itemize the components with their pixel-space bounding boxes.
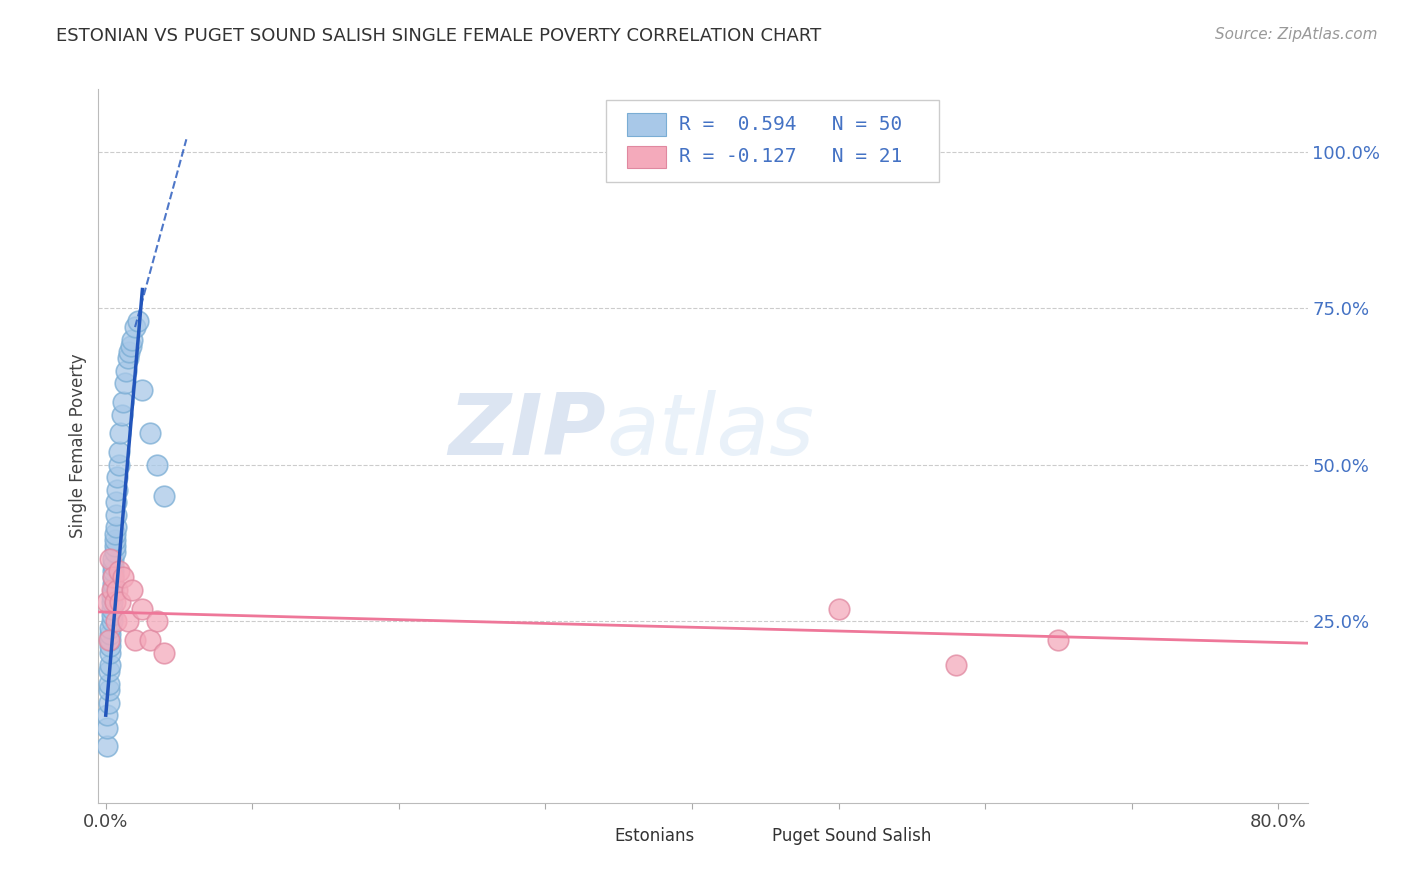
Bar xyxy=(576,828,606,844)
Bar xyxy=(734,828,763,844)
Point xyxy=(103,595,125,609)
Point xyxy=(120,339,142,353)
Point xyxy=(100,607,122,622)
Point xyxy=(105,520,128,534)
Point xyxy=(96,739,118,754)
Point xyxy=(100,589,122,603)
Point xyxy=(97,696,120,710)
Point xyxy=(100,595,122,609)
Text: R = -0.127   N = 21: R = -0.127 N = 21 xyxy=(679,147,903,167)
Point xyxy=(107,582,129,597)
Point xyxy=(112,395,135,409)
Point xyxy=(105,614,128,628)
Point xyxy=(105,495,128,509)
Point xyxy=(98,551,121,566)
Point xyxy=(98,658,121,673)
Point xyxy=(1047,633,1070,648)
Point xyxy=(153,489,176,503)
Point xyxy=(115,364,138,378)
Point xyxy=(101,570,124,584)
Point xyxy=(108,458,131,472)
Point xyxy=(97,633,120,648)
Point xyxy=(96,595,118,609)
Point xyxy=(117,351,139,366)
Point xyxy=(101,558,124,572)
Point xyxy=(108,564,131,578)
Point xyxy=(103,533,125,547)
Point xyxy=(101,564,124,578)
Point xyxy=(131,601,153,615)
Point xyxy=(112,570,135,584)
Point xyxy=(96,721,118,735)
Point xyxy=(124,633,146,648)
Point xyxy=(114,376,136,391)
Point xyxy=(105,508,128,522)
Point xyxy=(101,582,124,597)
Point xyxy=(97,677,120,691)
Point xyxy=(98,627,121,641)
Point xyxy=(107,483,129,497)
Point xyxy=(100,614,122,628)
Point xyxy=(127,314,149,328)
Text: atlas: atlas xyxy=(606,390,814,474)
Point xyxy=(107,470,129,484)
Point xyxy=(111,408,134,422)
Point xyxy=(100,582,122,597)
Point xyxy=(98,646,121,660)
Bar xyxy=(627,112,665,136)
Bar xyxy=(627,145,665,169)
Point xyxy=(108,445,131,459)
Point xyxy=(103,545,125,559)
Point xyxy=(117,614,139,628)
Text: R =  0.594   N = 50: R = 0.594 N = 50 xyxy=(679,115,903,134)
Point xyxy=(98,640,121,654)
Text: ZIP: ZIP xyxy=(449,390,606,474)
Point xyxy=(138,633,160,648)
Point xyxy=(121,333,143,347)
Point xyxy=(98,633,121,648)
Point xyxy=(100,601,122,615)
Point xyxy=(96,708,118,723)
Point xyxy=(153,646,176,660)
Text: Estonians: Estonians xyxy=(614,827,695,845)
Point xyxy=(103,539,125,553)
Point xyxy=(121,582,143,597)
Point xyxy=(101,576,124,591)
Point xyxy=(110,426,132,441)
Point xyxy=(131,383,153,397)
Text: Puget Sound Salish: Puget Sound Salish xyxy=(772,827,931,845)
Point xyxy=(98,621,121,635)
Point xyxy=(101,570,124,584)
Point xyxy=(827,601,849,615)
Point xyxy=(146,458,169,472)
Point xyxy=(138,426,160,441)
Point xyxy=(118,345,141,359)
Y-axis label: Single Female Poverty: Single Female Poverty xyxy=(69,354,87,538)
Point xyxy=(945,658,967,673)
Point xyxy=(97,683,120,698)
Point xyxy=(124,320,146,334)
Point xyxy=(146,614,169,628)
Point xyxy=(97,665,120,679)
Point xyxy=(103,526,125,541)
Text: Source: ZipAtlas.com: Source: ZipAtlas.com xyxy=(1215,27,1378,42)
Point xyxy=(110,595,132,609)
Text: ESTONIAN VS PUGET SOUND SALISH SINGLE FEMALE POVERTY CORRELATION CHART: ESTONIAN VS PUGET SOUND SALISH SINGLE FE… xyxy=(56,27,821,45)
FancyBboxPatch shape xyxy=(606,100,939,182)
Point xyxy=(101,551,124,566)
